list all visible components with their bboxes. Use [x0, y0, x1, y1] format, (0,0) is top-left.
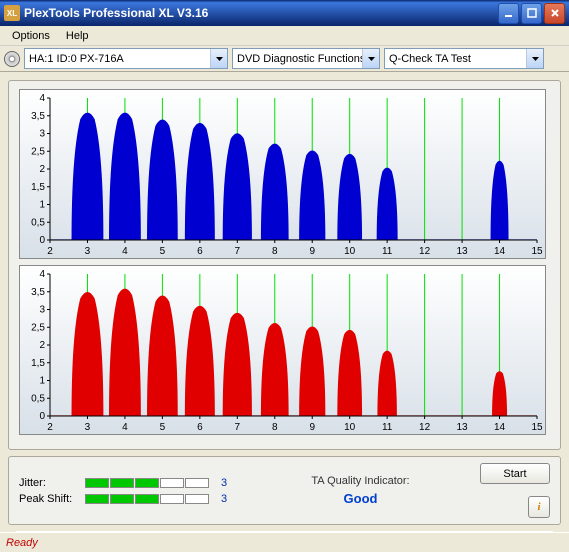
metrics-panel: Jitter: 3 Peak Shift: 3 TA Quality Indic…: [8, 456, 561, 525]
svg-text:2,5: 2,5: [31, 322, 45, 333]
function-select-text: DVD Diagnostic Functions: [233, 53, 362, 65]
info-button[interactable]: i: [528, 496, 550, 518]
svg-text:4: 4: [39, 93, 45, 104]
svg-text:12: 12: [419, 246, 431, 257]
svg-text:7: 7: [235, 422, 241, 433]
svg-text:3,5: 3,5: [31, 111, 45, 122]
svg-text:9: 9: [309, 422, 315, 433]
function-select[interactable]: DVD Diagnostic Functions: [232, 48, 380, 69]
test-select[interactable]: Q-Check TA Test: [384, 48, 544, 69]
start-button[interactable]: Start: [480, 463, 550, 484]
svg-text:2: 2: [47, 246, 53, 257]
svg-text:3: 3: [85, 422, 91, 433]
jitter-bars: [85, 478, 215, 488]
drive-select[interactable]: HA:1 ID:0 PX-716A: [24, 48, 228, 69]
svg-text:3: 3: [39, 305, 45, 316]
toolbar: HA:1 ID:0 PX-716A DVD Diagnostic Functio…: [0, 46, 569, 72]
svg-text:8: 8: [272, 422, 278, 433]
jitter-value: 3: [221, 477, 241, 489]
svg-text:7: 7: [235, 246, 241, 257]
svg-text:1,5: 1,5: [31, 358, 45, 369]
svg-text:5: 5: [160, 246, 166, 257]
menu-options[interactable]: Options: [4, 28, 58, 44]
close-button[interactable]: [544, 3, 565, 24]
window-title: PlexTools Professional XL V3.16: [24, 6, 498, 20]
svg-text:10: 10: [344, 422, 356, 433]
svg-text:1,5: 1,5: [31, 182, 45, 193]
status-text: Ready: [6, 537, 38, 549]
chart-bottom: 0 0,5 1 1,5 2 2,5 3 3,5 4 2 3 4 5 6 7 8 9 10 11 12 13 14 15: [19, 265, 546, 435]
quality-label: TA Quality Indicator:: [249, 475, 472, 487]
app-icon: XL: [4, 5, 20, 21]
svg-text:14: 14: [494, 422, 506, 433]
svg-text:13: 13: [457, 246, 469, 257]
svg-text:0,5: 0,5: [31, 217, 45, 228]
svg-text:10: 10: [344, 246, 356, 257]
svg-text:5: 5: [160, 422, 166, 433]
drive-select-text: HA:1 ID:0 PX-716A: [25, 53, 210, 65]
svg-text:11: 11: [382, 246, 393, 257]
svg-text:4: 4: [39, 269, 45, 280]
test-select-text: Q-Check TA Test: [385, 53, 526, 65]
svg-text:0: 0: [39, 235, 45, 246]
disc-icon: [4, 51, 20, 67]
chart-panel: 00,511,522,533,5423456789101112131415 00…: [8, 80, 561, 450]
svg-text:3: 3: [85, 246, 91, 257]
menu-help[interactable]: Help: [58, 28, 97, 44]
svg-text:0: 0: [39, 411, 45, 422]
svg-text:3,5: 3,5: [31, 287, 45, 298]
svg-text:2,5: 2,5: [31, 146, 45, 157]
svg-text:6: 6: [197, 246, 203, 257]
svg-text:3: 3: [39, 129, 45, 140]
quality-value: Good: [249, 491, 472, 506]
title-bar: XL PlexTools Professional XL V3.16: [0, 0, 569, 26]
svg-text:12: 12: [419, 422, 431, 433]
svg-text:6: 6: [197, 422, 203, 433]
svg-text:11: 11: [382, 422, 393, 433]
svg-text:2: 2: [39, 164, 45, 175]
menu-bar: Options Help: [0, 26, 569, 46]
jitter-label: Jitter:: [19, 477, 79, 489]
svg-text:8: 8: [272, 246, 278, 257]
chart-top: 0 0,5 1 1,5 2 2,5 3 3,5 4 2 3 4 5 6 7 8 9 10 11 12 13 14 15: [19, 89, 546, 259]
chevron-down-icon[interactable]: [526, 49, 543, 68]
info-icon: i: [537, 501, 540, 513]
svg-text:14: 14: [494, 246, 506, 257]
peakshift-label: Peak Shift:: [19, 493, 79, 505]
peakshift-bars: [85, 494, 215, 504]
svg-text:15: 15: [531, 246, 543, 257]
svg-text:4: 4: [122, 422, 128, 433]
svg-text:9: 9: [309, 246, 315, 257]
svg-text:1: 1: [39, 200, 45, 211]
status-bar: Ready: [0, 532, 569, 552]
svg-text:0,5: 0,5: [31, 393, 45, 404]
svg-text:4: 4: [122, 246, 128, 257]
svg-text:2: 2: [39, 340, 45, 351]
chevron-down-icon[interactable]: [362, 49, 379, 68]
svg-text:1: 1: [39, 376, 45, 387]
svg-text:2: 2: [47, 422, 53, 433]
chevron-down-icon[interactable]: [210, 49, 227, 68]
svg-text:15: 15: [531, 422, 543, 433]
minimize-button[interactable]: [498, 3, 519, 24]
svg-text:13: 13: [457, 422, 469, 433]
peakshift-value: 3: [221, 493, 241, 505]
maximize-button[interactable]: [521, 3, 542, 24]
